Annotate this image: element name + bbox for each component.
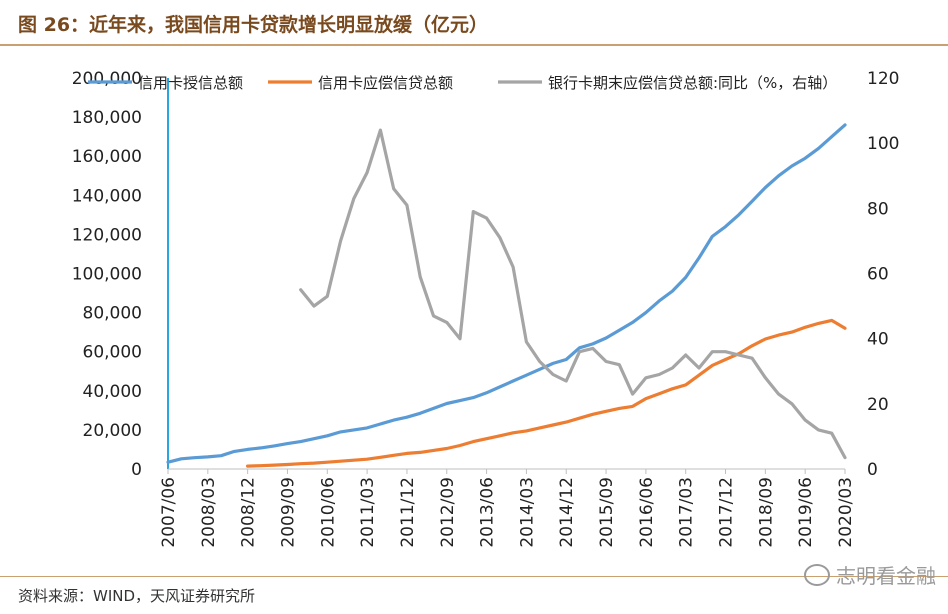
y-right-tick-label: 60 bbox=[867, 265, 889, 285]
series-line-1 bbox=[166, 123, 847, 464]
x-tick-label: 2014/03 bbox=[517, 477, 537, 548]
y-right-tick-label: 120 bbox=[867, 69, 899, 89]
title-divider bbox=[0, 44, 948, 46]
y-left-tick-label: 80,000 bbox=[83, 304, 142, 324]
x-tick-label: 2017/12 bbox=[717, 477, 737, 548]
y-right-tick-label: 40 bbox=[867, 330, 889, 350]
chart-title: 图 26：近年来，我国信用卡贷款增长明显放缓（亿元） bbox=[18, 14, 489, 36]
wechat-icon bbox=[804, 563, 830, 586]
x-tick-label: 2014/12 bbox=[557, 477, 577, 548]
watermark: 志明看金融 bbox=[804, 560, 936, 589]
series-line-3 bbox=[299, 128, 847, 460]
x-tick-label: 2013/06 bbox=[478, 477, 498, 548]
y-left-tick-label: 100,000 bbox=[72, 265, 142, 285]
y-left-tick-label: 200,000 bbox=[72, 69, 142, 89]
footer-divider bbox=[0, 576, 948, 577]
y-left-tick-label: 0 bbox=[131, 460, 142, 480]
legend-label: 信用卡应偿信贷总额 bbox=[318, 74, 453, 92]
x-tick-label: 2011/12 bbox=[398, 477, 418, 548]
x-tick-label: 2008/12 bbox=[239, 477, 259, 548]
x-tick-label: 2007/06 bbox=[159, 477, 179, 548]
watermark-text: 志明看金融 bbox=[836, 564, 936, 588]
y-right-tick-label: 80 bbox=[867, 199, 889, 219]
x-tick-label: 2016/06 bbox=[637, 477, 657, 548]
x-tick-label: 2018/09 bbox=[756, 477, 776, 548]
y-left-tick-label: 120,000 bbox=[72, 225, 142, 245]
x-tick-label: 2011/03 bbox=[358, 477, 378, 548]
y-left-tick-label: 140,000 bbox=[72, 186, 142, 206]
legend-label: 信用卡授信总额 bbox=[138, 74, 243, 92]
x-tick-label: 2012/09 bbox=[438, 477, 458, 548]
y-right-tick-label: 0 bbox=[867, 460, 878, 480]
x-tick-label: 2017/03 bbox=[677, 477, 697, 548]
y-left-tick-label: 40,000 bbox=[83, 382, 142, 402]
y-left-tick-label: 180,000 bbox=[72, 108, 142, 128]
y-right-tick-label: 100 bbox=[867, 134, 899, 154]
x-tick-label: 2009/09 bbox=[278, 477, 298, 548]
y-left-tick-label: 160,000 bbox=[72, 147, 142, 167]
chart-lines bbox=[166, 123, 847, 468]
x-tick-label: 2010/06 bbox=[318, 477, 338, 548]
chart-axes: 0 20,000 40,000 60,000 80,000 100,000 120,000 1… bbox=[72, 69, 900, 548]
chart-legend: 信用卡授信总额 信用卡应偿信贷总额 银行卡期末应偿信贷总额:同比（%，右轴） bbox=[88, 74, 837, 92]
y-left-tick-label: 60,000 bbox=[83, 343, 142, 363]
x-tick-label: 2019/06 bbox=[796, 477, 816, 548]
y-right-tick-label: 20 bbox=[867, 395, 889, 415]
x-tick-label: 2008/03 bbox=[199, 477, 219, 548]
source-note: 资料来源：WIND，天风证券研究所 bbox=[18, 587, 256, 605]
x-tick-label: 2015/09 bbox=[597, 477, 617, 548]
series-line-2 bbox=[246, 318, 847, 468]
legend-label: 银行卡期末应偿信贷总额:同比（%，右轴） bbox=[548, 74, 837, 92]
y-left-tick-label: 20,000 bbox=[83, 421, 142, 441]
x-tick-label: 2020/03 bbox=[836, 477, 856, 548]
